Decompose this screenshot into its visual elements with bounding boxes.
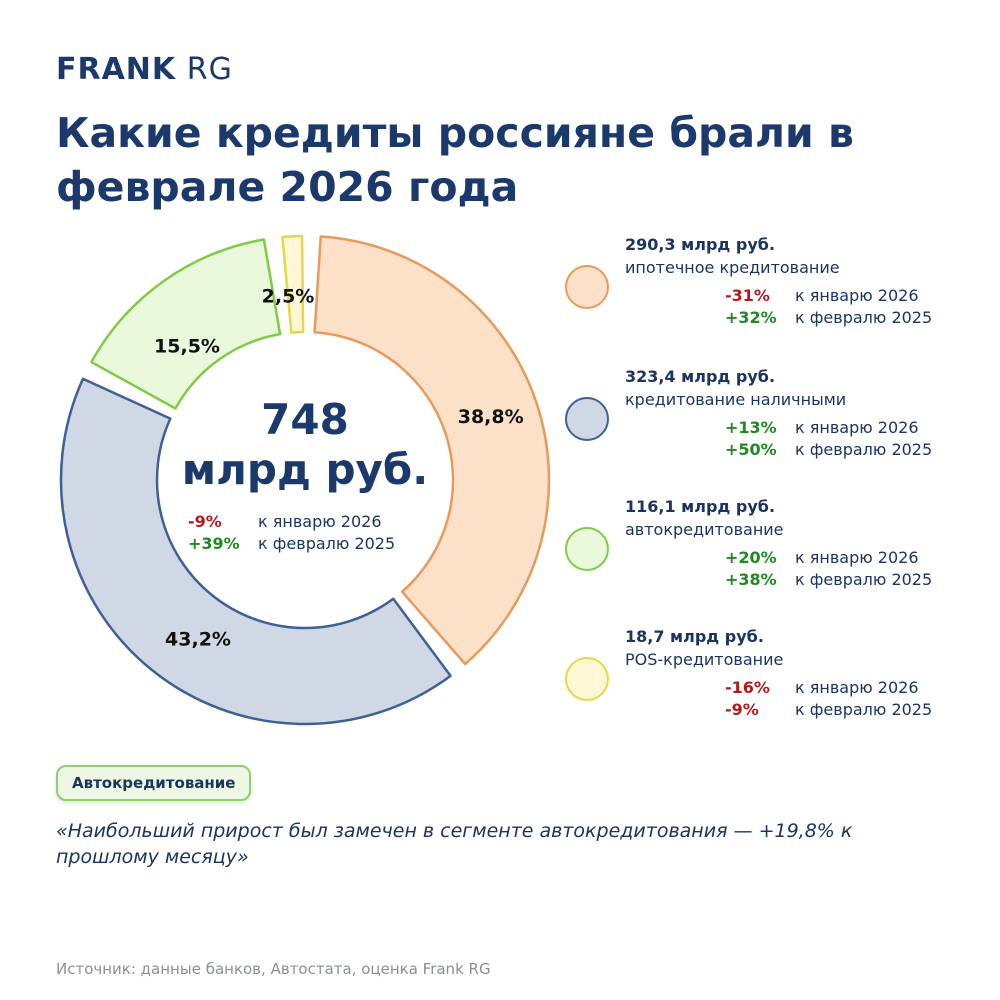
legend-changes: +13% к январю 2026 +50% к февралю 2025 xyxy=(725,417,932,461)
legend-name: POS-кредитование xyxy=(625,650,784,669)
change-label: к февралю 2025 xyxy=(795,570,933,589)
total-value: 748 xyxy=(261,395,349,444)
topic-tag: Автокредитование xyxy=(56,765,252,801)
legend-amount: 323,4 млрд руб. xyxy=(625,367,776,386)
legend-changes: -16% к январю 2026 -9% к февралю 2025 xyxy=(725,677,932,721)
frank-rg-logo: FRANK RG xyxy=(56,52,233,87)
change-value: -9% xyxy=(188,512,222,531)
change-label: к февралю 2025 xyxy=(795,308,933,327)
donut-center: 748 млрд руб. -9% к январю 2026 +39% к ф… xyxy=(160,395,450,555)
legend-swatch xyxy=(565,265,609,309)
legend-swatch xyxy=(565,527,609,571)
legend-changes: -31% к январю 2026 +32% к февралю 2025 xyxy=(725,285,932,329)
legend-name: ипотечное кредитование xyxy=(625,258,840,277)
page-title: Какие кредиты россияне брали в феврале 2… xyxy=(56,109,854,211)
change-label: к февралю 2025 xyxy=(795,700,933,719)
change-value: +39% xyxy=(188,534,240,553)
change-label: к январю 2026 xyxy=(795,418,919,437)
segment-auto-loans xyxy=(90,238,282,410)
change-value: +50% xyxy=(725,440,777,459)
segment-label: 43,2% xyxy=(165,629,231,651)
legend-name: автокредитование xyxy=(625,520,784,539)
legend-amount: 18,7 млрд руб. xyxy=(625,627,764,646)
legend-amount: 290,3 млрд руб. xyxy=(625,235,776,254)
quote: «Наибольший прирост был замечен в сегмен… xyxy=(56,820,853,868)
segment-label: 2,5% xyxy=(262,286,315,308)
legend-swatch xyxy=(565,397,609,441)
segment-pos-loans xyxy=(281,234,305,334)
change-value: -16% xyxy=(725,678,770,697)
legend-name: кредитование наличными xyxy=(625,390,847,409)
change-value: +20% xyxy=(725,548,777,567)
change-value: +13% xyxy=(725,418,777,437)
change-value: -31% xyxy=(725,286,770,305)
change-value: -9% xyxy=(725,700,759,719)
legend-amount: 116,1 млрд руб. xyxy=(625,497,776,516)
segment-cash-loans xyxy=(59,377,452,726)
total-unit: млрд руб. xyxy=(181,445,429,494)
segment-label: 38,8% xyxy=(458,406,524,428)
total-changes: -9% к январю 2026 +39% к февралю 2025 xyxy=(188,511,450,555)
segment-label: 15,5% xyxy=(154,336,220,358)
change-label: к февралю 2025 xyxy=(258,534,396,553)
change-label: к январю 2026 xyxy=(795,678,919,697)
source-note: Источник: данные банков, Автостата, оцен… xyxy=(56,960,491,978)
change-label: к январю 2026 xyxy=(258,512,382,531)
segment-mortgage xyxy=(313,235,551,666)
change-value: +38% xyxy=(725,570,777,589)
change-value: +32% xyxy=(725,308,777,327)
legend-swatch xyxy=(565,657,609,701)
legend-changes: +20% к январю 2026 +38% к февралю 2025 xyxy=(725,547,932,591)
change-label: к январю 2026 xyxy=(795,548,919,567)
change-label: к февралю 2025 xyxy=(795,440,933,459)
change-label: к январю 2026 xyxy=(795,286,919,305)
